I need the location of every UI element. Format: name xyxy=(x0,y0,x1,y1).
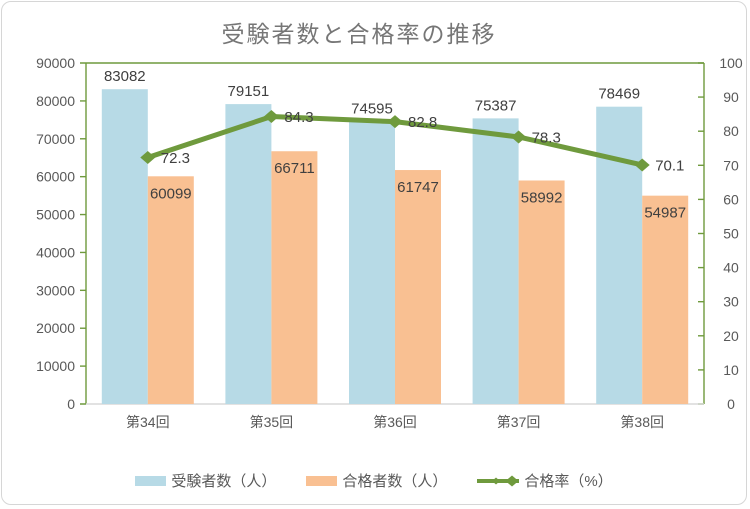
right-axis-tick-label: 90 xyxy=(723,89,739,105)
left-axis-tick-label: 70000 xyxy=(36,131,75,147)
passers-value-label: 61747 xyxy=(397,179,439,196)
pass-rate-value-label: 78.3 xyxy=(532,129,561,146)
left-axis-tick-label: 50000 xyxy=(36,207,75,223)
legend-item-pass-rate: 合格率（%） xyxy=(477,470,613,491)
right-axis-tick-label: 60 xyxy=(723,191,739,207)
x-category-label: 第38回 xyxy=(620,414,664,430)
right-axis-tick-label: 40 xyxy=(723,260,739,276)
examinees-value-label: 75387 xyxy=(475,97,517,114)
pass-rate-value-label: 84.3 xyxy=(284,109,313,126)
x-category-label: 第37回 xyxy=(497,414,541,430)
legend: 受験者数（人） 合格者数（人） 合格率（%） xyxy=(2,470,746,491)
chart-title: 受験者数と合格率の推移 xyxy=(221,21,497,47)
left-axis-tick-label: 90000 xyxy=(36,55,75,71)
passers-bar xyxy=(395,170,441,404)
passers-bar xyxy=(147,176,194,404)
right-axis-tick-label: 20 xyxy=(723,328,739,344)
examinees-value-label: 79151 xyxy=(228,83,270,100)
passers-bar xyxy=(642,195,689,404)
left-axis-tick-label: 40000 xyxy=(36,244,75,260)
pass-rate-value-label: 70.1 xyxy=(655,157,684,174)
pass-rate-value-label: 72.3 xyxy=(161,150,190,167)
pass-rate-marker xyxy=(140,150,156,164)
examinees-value-label: 74595 xyxy=(351,100,393,117)
legend-swatch-examinees xyxy=(135,475,167,486)
examinees-bar xyxy=(472,118,519,404)
pass-rate-marker xyxy=(634,158,650,172)
right-axis-tick-label: 100 xyxy=(719,55,743,71)
left-axis-tick-label: 30000 xyxy=(36,282,75,298)
left-axis-tick-label: 60000 xyxy=(36,169,75,185)
right-axis-tick-label: 30 xyxy=(723,294,739,310)
examinees-bar xyxy=(225,104,272,404)
examinees-bar xyxy=(349,121,395,405)
right-axis-tick-label: 50 xyxy=(723,226,739,242)
passers-bar xyxy=(271,151,318,404)
legend-item-examinees: 受験者数（人） xyxy=(135,470,276,491)
right-axis-tick-label: 80 xyxy=(723,123,739,139)
legend-label-pass-rate: 合格率（%） xyxy=(524,473,613,490)
left-axis-tick-label: 80000 xyxy=(36,93,75,109)
legend-swatch-passers xyxy=(306,475,338,486)
legend-label-passers: 合格者数（人） xyxy=(342,473,448,490)
passers-value-label: 54987 xyxy=(644,205,686,222)
passers-value-label: 66711 xyxy=(274,160,315,177)
right-axis-tick-label: 70 xyxy=(723,157,739,173)
passers-value-label: 60099 xyxy=(150,185,192,202)
left-axis-tick-label: 20000 xyxy=(36,320,75,336)
right-axis-tick-label: 10 xyxy=(723,362,739,378)
x-category-label: 第34回 xyxy=(126,414,170,430)
pass-rate-marker xyxy=(511,130,527,144)
legend-line-marker-pass-rate xyxy=(477,475,520,486)
right-axis-tick-label: 0 xyxy=(727,396,735,412)
examinees-value-label: 83082 xyxy=(104,68,146,85)
passers-bar xyxy=(518,180,565,404)
passers-value-label: 58992 xyxy=(521,189,563,206)
pass-rate-value-label: 82.8 xyxy=(408,114,437,131)
left-axis-tick-label: 10000 xyxy=(36,358,75,374)
examinees-value-label: 78469 xyxy=(598,86,640,103)
legend-item-passers: 合格者数（人） xyxy=(306,470,447,491)
examinees-bar xyxy=(596,106,643,405)
x-category-label: 第35回 xyxy=(250,414,294,430)
x-category-label: 第36回 xyxy=(373,414,417,430)
left-axis-tick-label: 0 xyxy=(67,396,75,412)
examinees-bar xyxy=(101,89,148,404)
legend-label-examinees: 受験者数（人） xyxy=(171,473,277,490)
pass-rate-marker xyxy=(263,110,279,124)
pass-rate-marker xyxy=(387,115,403,129)
